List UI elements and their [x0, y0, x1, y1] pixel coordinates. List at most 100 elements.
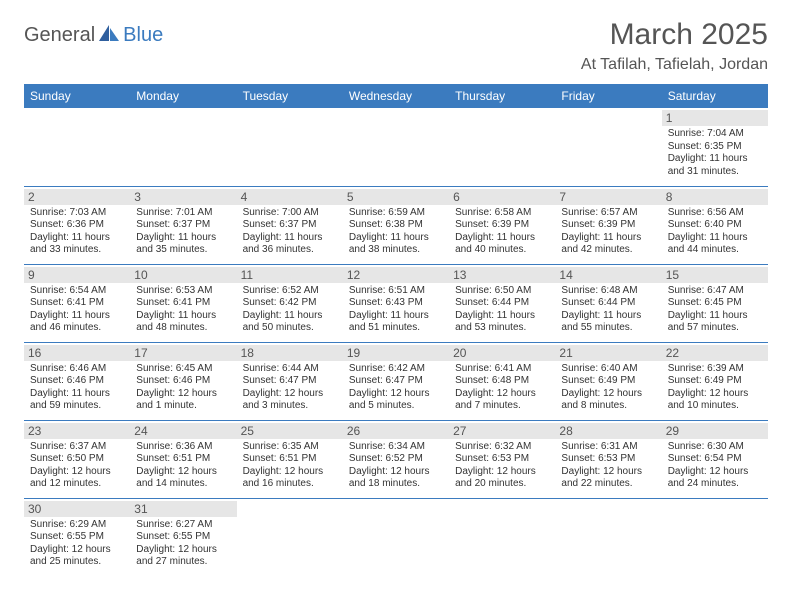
sunset-text: Sunset: 6:53 PM	[455, 453, 549, 466]
daylight-text: Daylight: 11 hours and 40 minutes.	[455, 232, 549, 257]
sunrise-text: Sunrise: 6:45 AM	[136, 363, 230, 376]
calendar-cell: 6Sunrise: 6:58 AMSunset: 6:39 PMDaylight…	[449, 186, 555, 264]
sunset-text: Sunset: 6:40 PM	[668, 219, 762, 232]
sunset-text: Sunset: 6:46 PM	[30, 375, 124, 388]
day-number: 14	[555, 267, 661, 283]
sunset-text: Sunset: 6:48 PM	[455, 375, 549, 388]
calendar-cell: 26Sunrise: 6:34 AMSunset: 6:52 PMDayligh…	[343, 420, 449, 498]
calendar-cell: 23Sunrise: 6:37 AMSunset: 6:50 PMDayligh…	[24, 420, 130, 498]
daylight-text: Daylight: 12 hours and 3 minutes.	[243, 388, 337, 413]
day-info: Sunrise: 6:31 AMSunset: 6:53 PMDaylight:…	[561, 441, 655, 491]
calendar-row: 16Sunrise: 6:46 AMSunset: 6:46 PMDayligh…	[24, 342, 768, 420]
day-number: 21	[555, 345, 661, 361]
calendar-cell: 21Sunrise: 6:40 AMSunset: 6:49 PMDayligh…	[555, 342, 661, 420]
day-number: 11	[237, 267, 343, 283]
day-info: Sunrise: 6:50 AMSunset: 6:44 PMDaylight:…	[455, 285, 549, 335]
day-header: Thursday	[449, 84, 555, 108]
day-number: 28	[555, 423, 661, 439]
sunrise-text: Sunrise: 6:31 AM	[561, 441, 655, 454]
day-number: 30	[24, 501, 130, 517]
daylight-text: Daylight: 11 hours and 44 minutes.	[668, 232, 762, 257]
calendar-cell	[130, 108, 236, 186]
day-number: 7	[555, 189, 661, 205]
sunrise-text: Sunrise: 6:41 AM	[455, 363, 549, 376]
sunset-text: Sunset: 6:37 PM	[136, 219, 230, 232]
sunset-text: Sunset: 6:39 PM	[561, 219, 655, 232]
day-number: 18	[237, 345, 343, 361]
day-info: Sunrise: 6:36 AMSunset: 6:51 PMDaylight:…	[136, 441, 230, 491]
calendar-cell	[449, 108, 555, 186]
sunrise-text: Sunrise: 6:32 AM	[455, 441, 549, 454]
sunrise-text: Sunrise: 7:00 AM	[243, 207, 337, 220]
day-info: Sunrise: 6:59 AMSunset: 6:38 PMDaylight:…	[349, 207, 443, 257]
day-number: 17	[130, 345, 236, 361]
sunrise-text: Sunrise: 6:58 AM	[455, 207, 549, 220]
day-number: 19	[343, 345, 449, 361]
day-number: 9	[24, 267, 130, 283]
day-number: 13	[449, 267, 555, 283]
day-number: 3	[130, 189, 236, 205]
calendar-cell: 1Sunrise: 7:04 AMSunset: 6:35 PMDaylight…	[662, 108, 768, 186]
day-info: Sunrise: 6:32 AMSunset: 6:53 PMDaylight:…	[455, 441, 549, 491]
sunset-text: Sunset: 6:45 PM	[668, 297, 762, 310]
day-info: Sunrise: 6:44 AMSunset: 6:47 PMDaylight:…	[243, 363, 337, 413]
sunrise-text: Sunrise: 6:34 AM	[349, 441, 443, 454]
daylight-text: Daylight: 12 hours and 25 minutes.	[30, 544, 124, 569]
day-info: Sunrise: 7:00 AMSunset: 6:37 PMDaylight:…	[243, 207, 337, 257]
daylight-text: Daylight: 11 hours and 33 minutes.	[30, 232, 124, 257]
calendar-cell: 8Sunrise: 6:56 AMSunset: 6:40 PMDaylight…	[662, 186, 768, 264]
sunset-text: Sunset: 6:55 PM	[30, 531, 124, 544]
calendar-cell: 4 Sunrise: 7:00 AMSunset: 6:37 PMDaylight…	[237, 186, 343, 264]
calendar-cell: 27Sunrise: 6:32 AMSunset: 6:53 PMDayligh…	[449, 420, 555, 498]
calendar-cell: 22Sunrise: 6:39 AMSunset: 6:49 PMDayligh…	[662, 342, 768, 420]
day-info: Sunrise: 6:57 AMSunset: 6:39 PMDaylight:…	[561, 207, 655, 257]
sunrise-text: Sunrise: 6:53 AM	[136, 285, 230, 298]
day-number: 25	[237, 423, 343, 439]
daylight-text: Daylight: 12 hours and 7 minutes.	[455, 388, 549, 413]
daylight-text: Daylight: 12 hours and 8 minutes.	[561, 388, 655, 413]
calendar-row: 9 Sunrise: 6:54 AMSunset: 6:41 PM Daylight…	[24, 264, 768, 342]
day-number: 23	[24, 423, 130, 439]
sunset-text: Sunset: 6:41 PM	[30, 297, 124, 310]
sunrise-text: Sunrise: 6:27 AM	[136, 519, 230, 532]
day-number: 22	[662, 345, 768, 361]
sunset-text: Sunset: 6:51 PM	[243, 453, 337, 466]
daylight-text: Daylight: 11 hours and 42 minutes.	[561, 232, 655, 257]
calendar-head: SundayMondayTuesdayWednesdayThursdayFrid…	[24, 84, 768, 108]
sunrise-text: Sunrise: 6:30 AM	[668, 441, 762, 454]
calendar-cell	[24, 108, 130, 186]
daylight-text: Daylight: 11 hours and 35 minutes.	[136, 232, 230, 257]
day-info: Sunrise: 6:34 AMSunset: 6:52 PMDaylight:…	[349, 441, 443, 491]
sunrise-text: Sunrise: 6:50 AM	[455, 285, 549, 298]
day-number: 16	[24, 345, 130, 361]
month-title: March 2025	[581, 18, 768, 52]
sunset-text: Sunset: 6:35 PM	[668, 141, 762, 154]
sunset-text: Sunset: 6:50 PM	[30, 453, 124, 466]
calendar-cell: 31Sunrise: 6:27 AMSunset: 6:55 PMDayligh…	[130, 498, 236, 576]
logo-text-general: General	[24, 24, 95, 47]
day-number: 4	[237, 189, 343, 205]
calendar-cell: 15Sunrise: 6:47 AMSunset: 6:45 PMDayligh…	[662, 264, 768, 342]
day-info: Sunrise: 6:52 AMSunset: 6:42 PMDaylight:…	[243, 285, 337, 335]
calendar-table: SundayMondayTuesdayWednesdayThursdayFrid…	[24, 84, 768, 576]
sunrise-text: Sunrise: 6:37 AM	[30, 441, 124, 454]
sunrise-text: Sunrise: 6:54 AM	[30, 285, 124, 298]
day-header: Saturday	[662, 84, 768, 108]
daylight-text: Daylight: 11 hours and 36 minutes.	[243, 232, 337, 257]
sunset-text: Sunset: 6:49 PM	[668, 375, 762, 388]
daylight-text: Daylight: 11 hours and 57 minutes.	[668, 310, 762, 335]
sunrise-text: Sunrise: 6:36 AM	[136, 441, 230, 454]
calendar-cell: 25Sunrise: 6:35 AMSunset: 6:51 PMDayligh…	[237, 420, 343, 498]
sunrise-text: Sunrise: 6:52 AM	[243, 285, 337, 298]
logo-sail-icon	[99, 25, 121, 46]
day-info: Sunrise: 6:51 AMSunset: 6:43 PMDaylight:…	[349, 285, 443, 335]
sunset-text: Sunset: 6:53 PM	[561, 453, 655, 466]
calendar-cell: 14Sunrise: 6:48 AMSunset: 6:44 PMDayligh…	[555, 264, 661, 342]
day-number: 5	[343, 189, 449, 205]
sunrise-text: Sunrise: 6:35 AM	[243, 441, 337, 454]
sunrise-text: Sunrise: 6:59 AM	[349, 207, 443, 220]
daylight-text: Daylight: 11 hours and 48 minutes.	[136, 310, 230, 335]
calendar-cell	[555, 498, 661, 576]
day-info: Sunrise: 7:03 AMSunset: 6:36 PMDaylight:…	[30, 207, 124, 257]
sunset-text: Sunset: 6:49 PM	[561, 375, 655, 388]
